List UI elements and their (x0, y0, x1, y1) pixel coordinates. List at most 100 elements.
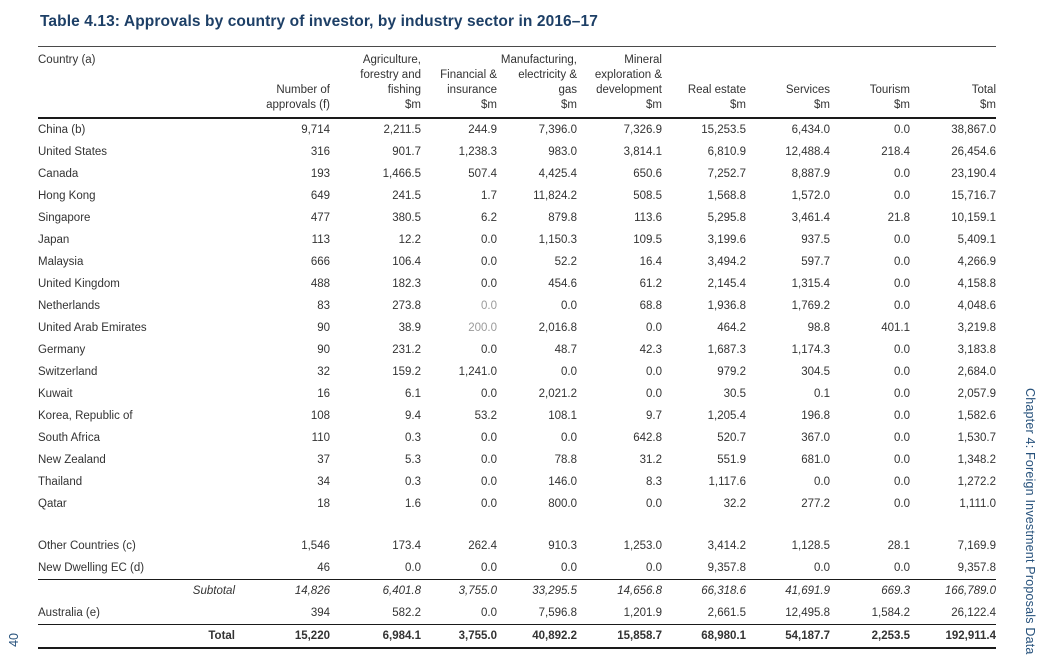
cell-manufacturing: 7,596.8 (538, 607, 577, 619)
cell-services: 1,769.2 (791, 300, 830, 312)
cell-services: 8,887.9 (791, 168, 830, 180)
table-row-new-zealand: New Zealand 37 5.3 0.0 78.8 31.2 551.9 681.0 0.0… (38, 449, 996, 471)
column-header-approvals: Number of approvals (f) (266, 84, 330, 111)
cell-tourism: 0.0 (894, 278, 910, 290)
cell-mineral: 3,814.1 (623, 146, 662, 158)
cell-real-estate: 2,661.5 (707, 607, 746, 619)
cell-manufacturing: 7,396.0 (538, 124, 577, 136)
cell-total: 192,911.4 (945, 630, 996, 642)
table-row-united-arab-emirates: United Arab Emirates 90 38.9 200.0 2,016.8 0.… (38, 317, 996, 339)
cell-services: 3,461.4 (791, 212, 830, 224)
table-row-japan: Japan 113 12.2 0.0 1,150.3 109.5 3,199.6 937.5 0… (38, 229, 996, 251)
table-row-netherlands: Netherlands 83 273.8 0.0 0.0 68.8 1,936.8 1,769… (38, 295, 996, 317)
cell-manufacturing: 11,824.2 (533, 190, 577, 202)
cell-approvals: 488 (310, 278, 330, 290)
cell-financial: 0.0 (481, 234, 497, 246)
cell-tourism: 0.0 (894, 168, 910, 180)
row-label: Qatar (38, 498, 67, 510)
cell-tourism: 1,584.2 (871, 607, 910, 619)
row-label: Thailand (38, 476, 83, 488)
cell-services: 196.8 (801, 410, 830, 422)
cell-manufacturing: 983.0 (548, 146, 577, 158)
cell-mineral: 1,201.9 (623, 607, 662, 619)
cell-approvals: 110 (311, 432, 330, 444)
cell-tourism: 0.0 (894, 234, 910, 246)
cell-financial: 0.0 (481, 607, 497, 619)
cell-agriculture: 1,466.5 (382, 168, 421, 180)
cell-manufacturing: 454.6 (548, 278, 577, 290)
cell-real-estate: 6,810.9 (707, 146, 746, 158)
table-row-thailand: Thailand 34 0.3 0.0 146.0 8.3 1,117.6 0.0 0.0 1,2… (38, 471, 996, 493)
cell-approvals: 46 (317, 562, 330, 574)
row-label: Australia (e) (38, 607, 100, 619)
cell-real-estate: 9,357.8 (707, 562, 746, 574)
cell-real-estate: 520.7 (717, 432, 746, 444)
cell-approvals: 90 (317, 322, 330, 334)
cell-approvals: 394 (310, 607, 330, 619)
table-row-switzerland: Switzerland 32 159.2 1,241.0 0.0 0.0 979.2 304.… (38, 361, 996, 383)
cell-financial: 0.0 (481, 256, 497, 268)
cell-services: 0.0 (814, 562, 830, 574)
cell-services: 277.2 (801, 498, 830, 510)
cell-financial: 3,755.0 (458, 585, 497, 597)
row-label: United Arab Emirates (38, 322, 147, 334)
column-header-mineral: Mineral exploration & development $m (594, 54, 662, 111)
cell-approvals: 14,826 (294, 585, 330, 597)
cell-real-estate: 1,117.6 (708, 476, 746, 488)
cell-mineral: 113.6 (634, 212, 662, 224)
cell-mineral: 61.2 (639, 278, 662, 290)
cell-real-estate: 7,252.7 (707, 168, 746, 180)
cell-agriculture: 0.3 (405, 432, 421, 444)
cell-services: 1,128.5 (791, 540, 830, 552)
column-header-country: Country (a) (38, 54, 96, 66)
row-label: Subtotal (192, 585, 235, 597)
row-label: Other Countries (c) (38, 540, 136, 552)
cell-manufacturing: 800.0 (548, 498, 577, 510)
table-row-singapore: Singapore 477 380.5 6.2 879.8 113.6 5,295.8 3,4… (38, 207, 996, 229)
cell-manufacturing: 48.7 (554, 344, 577, 356)
cell-agriculture: 106.4 (392, 256, 421, 268)
table-row-korea-republic-of: Korea, Republic of 108 9.4 53.2 108.1 9.7 1,20… (38, 405, 996, 427)
row-label: United States (38, 146, 108, 158)
cell-manufacturing: 4,425.4 (538, 168, 577, 180)
cell-agriculture: 1.6 (405, 498, 421, 510)
column-header-total: Total $m (971, 84, 996, 111)
cell-manufacturing: 40,892.2 (532, 630, 577, 642)
cell-services: 41,691.9 (785, 585, 830, 597)
row-label: Kuwait (38, 388, 73, 400)
column-header-financial: Financial & insurance $m (440, 69, 497, 111)
cell-mineral: 508.5 (633, 190, 662, 202)
cell-real-estate: 66,318.6 (701, 585, 746, 597)
cell-mineral: 0.0 (646, 366, 662, 378)
cell-mineral: 650.6 (633, 168, 662, 180)
cell-manufacturing: 910.3 (548, 540, 577, 552)
cell-agriculture: 9.4 (405, 410, 421, 422)
cell-financial: 0.0 (481, 300, 497, 312)
cell-tourism: 218.4 (881, 146, 910, 158)
cell-services: 304.5 (801, 366, 830, 378)
header-row: Country (a) Number of approvals (f) Agricu… (38, 46, 996, 118)
cell-manufacturing: 146.0 (548, 476, 577, 488)
cell-total: 9,357.8 (957, 562, 996, 574)
cell-agriculture: 901.7 (392, 146, 421, 158)
cell-manufacturing: 78.8 (554, 454, 577, 466)
column-header-manufacturing: Manufacturing, electricity & gas $m (500, 54, 577, 111)
row-label: New Dwelling EC (d) (38, 562, 145, 574)
cell-real-estate: 68,980.1 (701, 630, 746, 642)
cell-financial: 244.9 (468, 124, 497, 136)
cell-services: 1,315.4 (791, 278, 830, 290)
cell-financial: 507.4 (468, 168, 497, 180)
cell-financial: 53.2 (474, 410, 497, 422)
cell-financial: 6.2 (481, 212, 497, 224)
cell-approvals: 32 (317, 366, 330, 378)
column-header-services: Services $m (785, 84, 830, 111)
spacer-cell (38, 515, 996, 535)
cell-financial: 200.0 (468, 322, 497, 334)
row-label: Malaysia (38, 256, 84, 268)
cell-manufacturing: 33,295.5 (532, 585, 577, 597)
cell-tourism: 0.0 (894, 476, 910, 488)
row-label: Total (208, 630, 235, 642)
cell-total: 10,159.1 (951, 212, 996, 224)
cell-tourism: 0.0 (894, 124, 910, 136)
row-label: Canada (38, 168, 79, 180)
